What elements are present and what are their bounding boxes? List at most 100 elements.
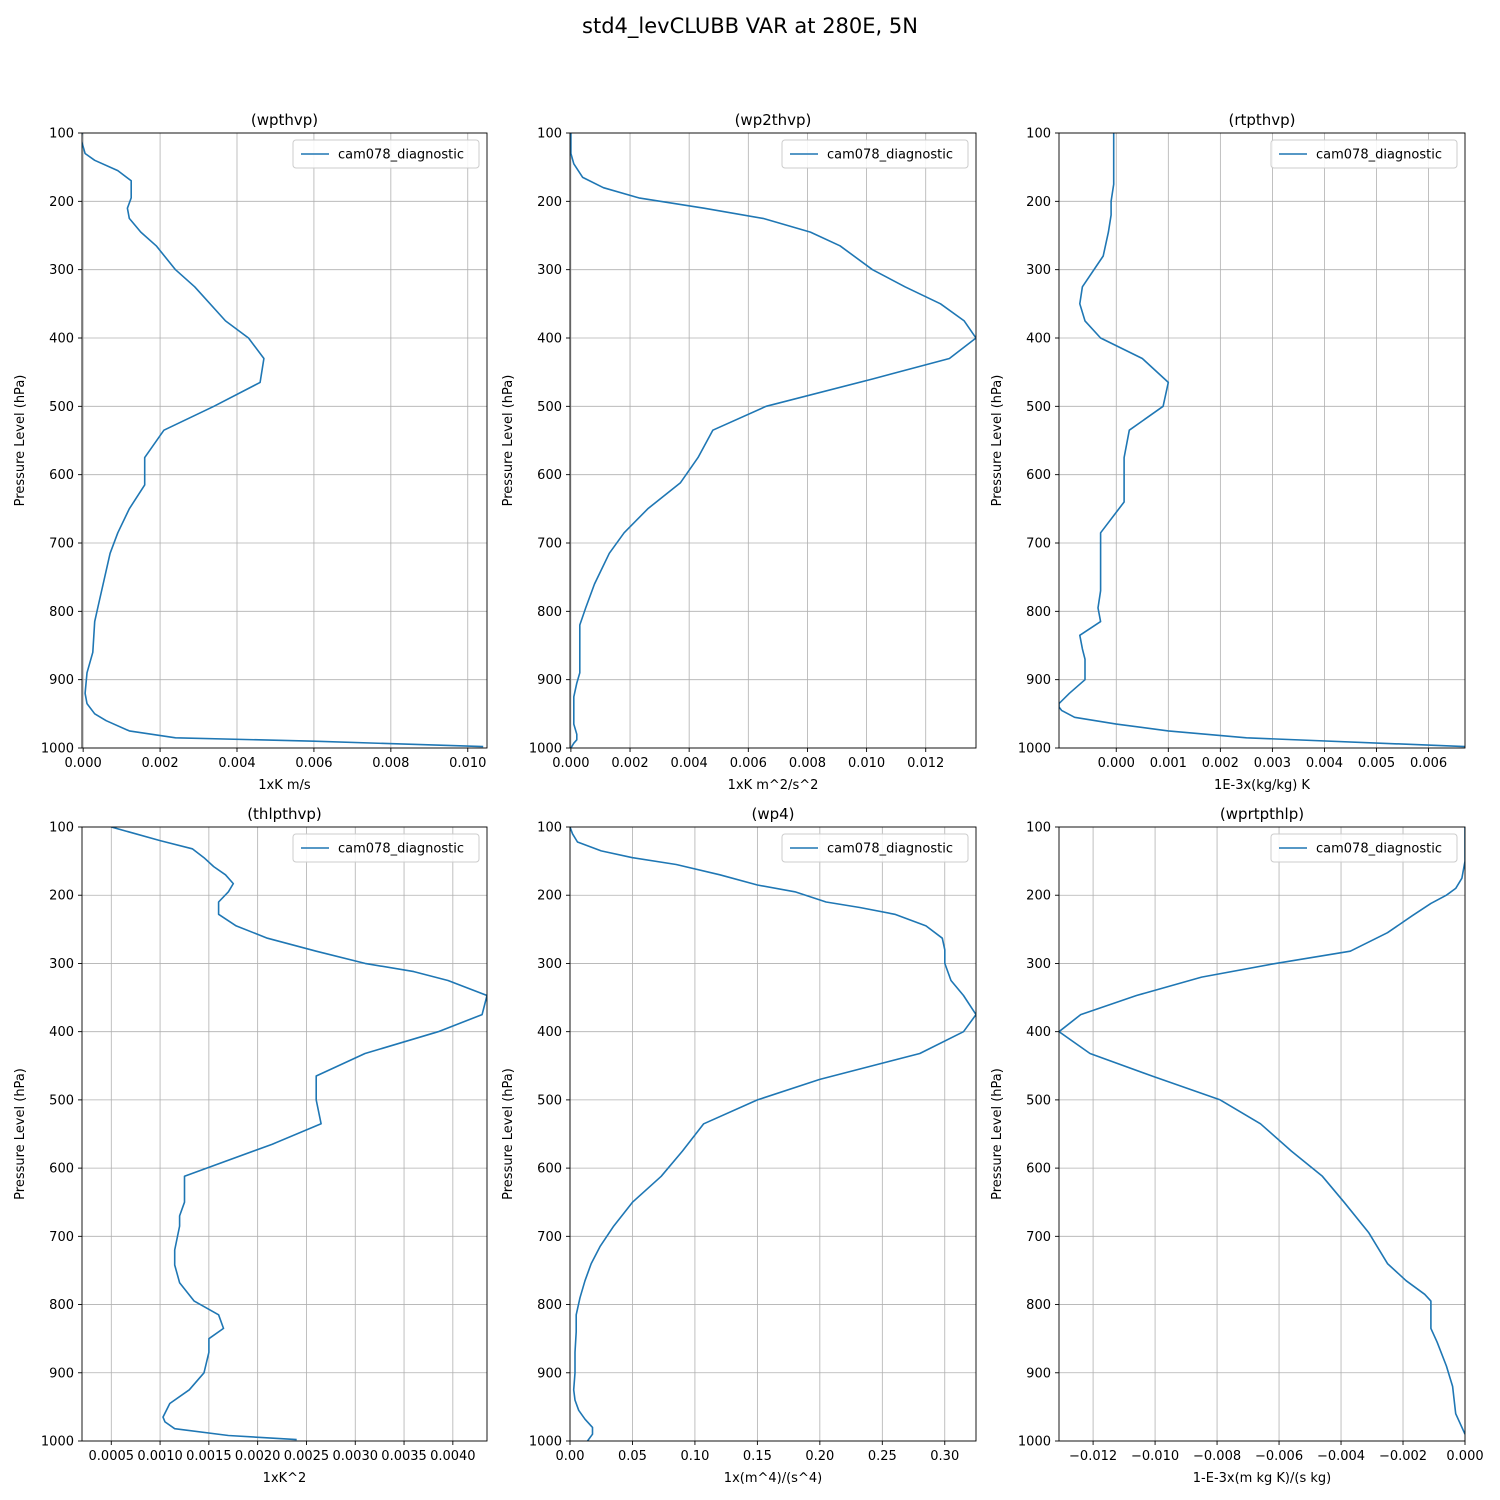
y-tick-label: 500 (1026, 400, 1051, 415)
y-tick-label: 400 (49, 332, 74, 347)
y-axis-label: Pressure Level (hPa) (990, 375, 1005, 507)
y-tick-label: 200 (1026, 889, 1051, 904)
y-tick-label: 300 (1026, 957, 1051, 972)
legend: cam078_diagnostic (1270, 139, 1458, 169)
x-tick-label: −0.002 (1379, 1449, 1427, 1464)
subplot-title: (wp2thvp) (735, 111, 812, 129)
y-tick-label: 300 (49, 957, 74, 972)
axes-frame (569, 132, 977, 749)
y-axis-label: Pressure Level (hPa) (990, 1068, 1005, 1200)
y-tick-label: 700 (1026, 1230, 1051, 1245)
y-tick-label: 100 (1026, 821, 1051, 836)
y-tick-label: 400 (537, 1025, 562, 1040)
y-tick-label: 800 (49, 605, 74, 620)
x-tick-label: 0.006 (295, 756, 332, 771)
y-tick-label: 100 (1026, 127, 1051, 142)
y-tick-label: 300 (1026, 263, 1051, 278)
y-axis-label: Pressure Level (hPa) (501, 1068, 516, 1200)
y-tick-label: 400 (49, 1025, 74, 1040)
x-axis-label: 1E-3x(kg/kg) K (1214, 778, 1310, 793)
x-axis-label: 1xK m/s (258, 778, 311, 793)
x-tick-label: 0.006 (1410, 756, 1447, 771)
subplot-title: (thlpthvp) (247, 805, 322, 823)
x-tick-label: 0.00 (556, 1449, 585, 1464)
y-tick-label: 800 (49, 1298, 74, 1313)
y-tick-label: 800 (1026, 1298, 1051, 1313)
legend-box (292, 833, 480, 863)
x-tick-label: 0.30 (930, 1449, 959, 1464)
legend: cam078_diagnostic (781, 833, 969, 863)
y-tick-label: 100 (537, 821, 562, 836)
legend-label: cam078_diagnostic (338, 842, 464, 857)
y-axis-label: Pressure Level (hPa) (501, 375, 516, 507)
x-tick-label: 0.25 (868, 1449, 897, 1464)
x-tick-label: 0.0040 (430, 1449, 476, 1464)
legend-label: cam078_diagnostic (1316, 842, 1442, 857)
y-tick-label: 500 (49, 400, 74, 415)
subplot-3: 0.000 0.001 0.002 0.003 0.004 0.005 0.006 100 20… (990, 111, 1466, 793)
legend-label: cam078_diagnostic (827, 842, 953, 857)
y-tick-label: 300 (537, 957, 562, 972)
x-tick-label: 0.05 (618, 1449, 647, 1464)
subplot-title: (rtpthvp) (1228, 111, 1295, 129)
y-tick-label: 700 (537, 1230, 562, 1245)
y-tick-label: 1000 (41, 1435, 74, 1450)
x-tick-label: 0.15 (743, 1449, 772, 1464)
legend: cam078_diagnostic (292, 833, 480, 863)
y-tick-label: 500 (537, 400, 562, 415)
x-tick-label: 0.000 (65, 756, 102, 771)
x-tick-label: 0.004 (1306, 756, 1343, 771)
x-tick-label: −0.008 (1193, 1449, 1241, 1464)
x-tick-label: 0.0020 (235, 1449, 281, 1464)
x-tick-label: −0.006 (1255, 1449, 1303, 1464)
y-tick-label: 900 (1026, 673, 1051, 688)
axes-frame (81, 826, 488, 1442)
legend-box (292, 139, 480, 169)
y-tick-label: 1000 (1018, 1435, 1051, 1450)
y-tick-label: 700 (537, 537, 562, 552)
y-tick-label: 200 (537, 195, 562, 210)
legend-box (1270, 833, 1458, 863)
y-tick-label: 900 (537, 673, 562, 688)
legend: cam078_diagnostic (781, 139, 969, 169)
legend-box (781, 139, 969, 169)
y-tick-label: 400 (1026, 332, 1051, 347)
x-tick-label: 0.002 (1202, 756, 1239, 771)
x-tick-label: −0.010 (1131, 1449, 1179, 1464)
y-tick-label: 700 (1026, 537, 1051, 552)
axes-frame (1058, 132, 1466, 749)
y-tick-label: 100 (537, 127, 562, 142)
y-tick-label: 1000 (1018, 742, 1051, 757)
x-tick-label: 0.006 (730, 756, 767, 771)
x-axis-label: 1xK m^2/s^2 (728, 778, 819, 793)
y-tick-label: 600 (49, 468, 74, 483)
x-tick-label: 0.20 (805, 1449, 834, 1464)
subplot-title: (wprtpthlp) (1220, 805, 1304, 823)
y-tick-label: 700 (49, 1230, 74, 1245)
y-axis-label: Pressure Level (hPa) (13, 1068, 28, 1200)
y-tick-label: 900 (49, 673, 74, 688)
x-tick-label: 0.005 (1358, 756, 1395, 771)
x-tick-label: 0.10 (680, 1449, 709, 1464)
axes-frame (1058, 826, 1466, 1442)
y-tick-label: 800 (537, 1298, 562, 1313)
y-tick-label: 100 (49, 127, 74, 142)
x-tick-label: 0.002 (611, 756, 648, 771)
y-tick-label: 900 (1026, 1366, 1051, 1381)
y-axis-label: Pressure Level (hPa) (13, 375, 28, 507)
series-line-cam078_diagnostic (570, 827, 976, 1441)
y-tick-label: 500 (49, 1093, 74, 1108)
y-tick-label: 1000 (41, 742, 74, 757)
x-tick-label: −0.012 (1069, 1449, 1117, 1464)
x-tick-label: 0.0005 (89, 1449, 135, 1464)
y-tick-label: 500 (1026, 1093, 1051, 1108)
series-line-cam078_diagnostic (1059, 827, 1465, 1435)
x-tick-label: 0.003 (1254, 756, 1291, 771)
y-tick-label: 300 (49, 263, 74, 278)
legend-box (781, 833, 969, 863)
x-tick-label: 0.010 (848, 756, 885, 771)
subplot-4: 0.0005 0.0010 0.0015 0.0020 0.0025 0.0030 0.00… (13, 805, 488, 1486)
y-tick-label: 200 (1026, 195, 1051, 210)
subplot-title: (wp4) (751, 805, 794, 823)
